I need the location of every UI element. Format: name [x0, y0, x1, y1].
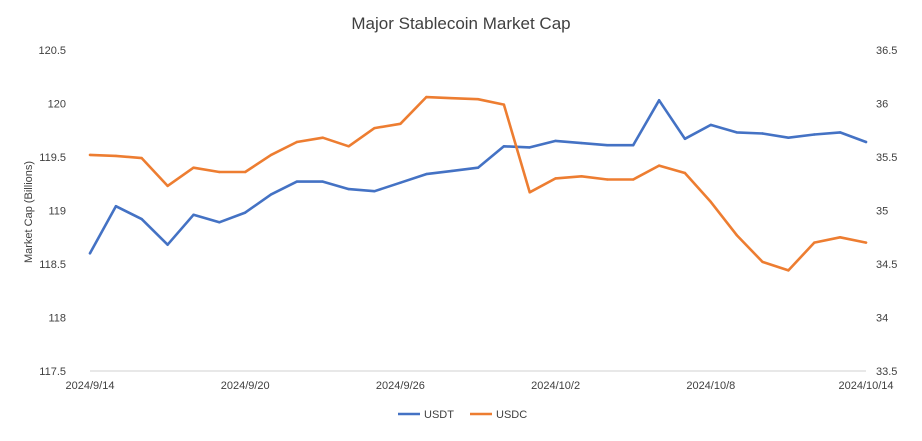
data-point-usdt	[813, 133, 816, 136]
y-right-tick-label: 36	[876, 99, 888, 111]
data-point-usdt	[88, 252, 92, 255]
y-left-tick-label: 119.5	[39, 152, 66, 164]
x-tick-label: 2024/10/2	[531, 380, 580, 392]
data-point-usdc	[450, 97, 454, 100]
data-point-usdt	[709, 123, 712, 127]
x-tick-label: 2024/10/14	[838, 380, 893, 392]
data-point-usdc	[88, 153, 92, 157]
data-point-usdc	[683, 171, 687, 175]
data-point-usdc	[528, 191, 531, 194]
data-point-usdc	[114, 154, 118, 158]
data-point-usdt	[373, 190, 376, 193]
data-point-usdt	[554, 139, 557, 143]
data-point-usdt	[838, 131, 842, 134]
data-point-usdc	[502, 103, 506, 106]
data-point-usdt	[269, 193, 273, 196]
y-left-tick-label: 120	[48, 99, 66, 111]
data-point-usdc	[864, 241, 868, 244]
x-tick-label: 2024/9/14	[66, 380, 115, 392]
data-point-usdt	[528, 146, 531, 149]
data-point-usdc	[321, 136, 324, 139]
data-point-usdt	[864, 140, 868, 144]
data-point-usdt	[761, 132, 764, 135]
x-tick-label: 2024/9/20	[221, 380, 270, 392]
y-right-tick-label: 35.5	[876, 152, 897, 164]
data-point-usdt	[425, 172, 428, 176]
series-line-usdt	[88, 99, 868, 255]
data-point-usdc	[580, 175, 583, 178]
data-point-usdc	[399, 122, 402, 126]
y-left-tick-label: 118.5	[39, 259, 66, 271]
data-point-usdt	[735, 131, 738, 134]
data-point-usdt	[580, 141, 583, 145]
y-right-tick-label: 34	[876, 313, 888, 325]
data-point-usdt	[399, 181, 402, 184]
legend-label-usdc: USDC	[496, 409, 527, 421]
data-point-usdc	[295, 140, 299, 144]
x-tick-label: 2024/9/26	[376, 380, 425, 392]
data-point-usdt	[657, 99, 661, 102]
data-point-usdt	[166, 243, 169, 246]
data-point-usdc	[632, 178, 635, 181]
data-point-usdt	[192, 213, 195, 216]
data-point-usdc	[554, 177, 557, 180]
data-point-usdc	[347, 145, 350, 148]
data-point-usdt	[321, 180, 324, 183]
y-left-tick-label: 119	[48, 206, 66, 218]
data-point-usdc	[218, 170, 221, 174]
data-point-usdc	[140, 156, 143, 160]
data-point-usdt	[476, 166, 480, 169]
series-line-usdc	[88, 95, 868, 272]
data-point-usdc	[166, 184, 169, 188]
data-point-usdc	[269, 153, 273, 157]
data-point-usdc	[476, 98, 480, 101]
data-point-usdt	[295, 180, 299, 183]
y-right-tick-label: 33.5	[876, 366, 897, 378]
data-point-usdt	[683, 137, 687, 140]
data-point-usdt	[450, 169, 454, 173]
y-right-tick-label: 34.5	[876, 259, 897, 271]
data-point-usdt	[244, 211, 247, 214]
y-left-tick-label: 120.5	[38, 45, 66, 57]
data-point-usdc	[709, 200, 712, 204]
data-point-usdc	[192, 166, 195, 169]
y-right-tick-label: 35	[876, 206, 888, 218]
data-point-usdc	[735, 233, 738, 237]
data-point-usdc	[813, 241, 816, 244]
data-point-usdc	[787, 269, 790, 272]
data-point-usdc	[606, 178, 609, 181]
data-point-usdt	[632, 144, 635, 147]
x-tick-label: 2024/10/8	[686, 380, 735, 392]
y-right-tick-label: 36.5	[876, 45, 897, 57]
data-point-usdc	[244, 170, 247, 174]
y-left-tick-label: 117.5	[39, 366, 66, 378]
data-point-usdc	[761, 260, 764, 264]
data-point-usdt	[606, 144, 609, 147]
legend-label-usdt: USDT	[424, 409, 454, 421]
data-point-usdt	[787, 136, 790, 139]
data-point-usdc	[373, 126, 376, 130]
y-left-tick-label: 118	[48, 313, 66, 325]
data-point-usdt	[140, 217, 143, 221]
data-point-usdt	[114, 205, 118, 208]
data-point-usdt	[502, 145, 506, 148]
data-point-usdc	[838, 236, 842, 239]
data-point-usdc	[425, 95, 428, 99]
y-axis-title: Market Cap (Billions)	[23, 161, 35, 263]
data-point-usdc	[657, 164, 661, 167]
chart-title: Major Stablecoin Market Cap	[351, 14, 570, 33]
data-point-usdt	[347, 187, 350, 191]
data-point-usdt	[218, 221, 221, 224]
